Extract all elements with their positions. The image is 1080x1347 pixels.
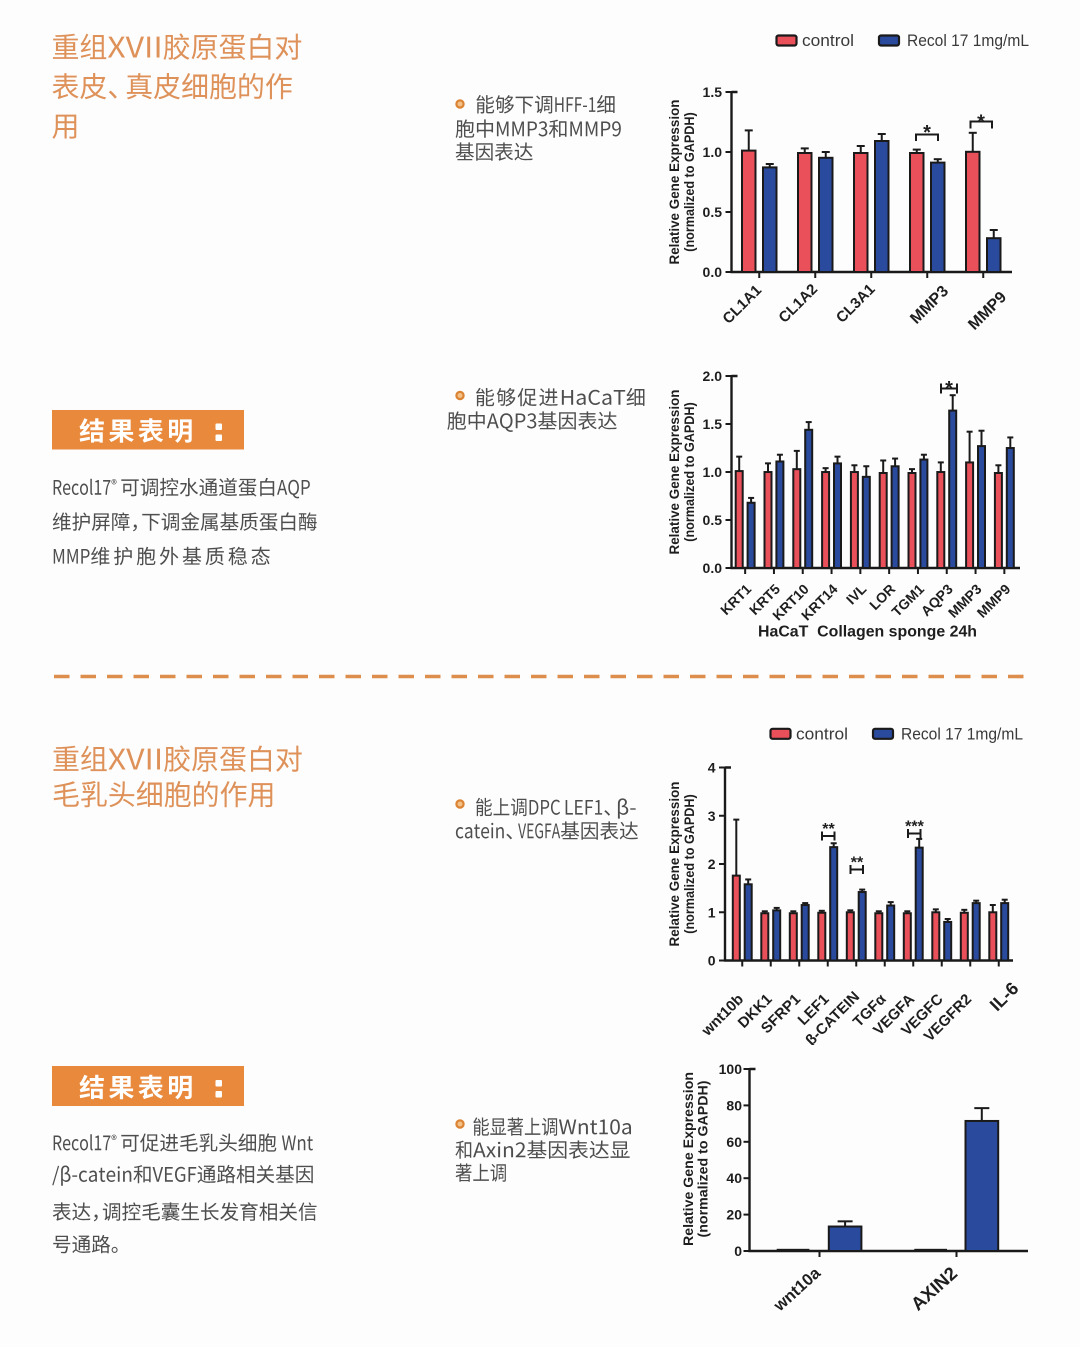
svg-text:*: * xyxy=(977,112,985,134)
svg-text:1.5: 1.5 xyxy=(703,416,723,432)
svg-text:(normalized to GAPDH): (normalized to GAPDH) xyxy=(682,112,697,252)
svg-text:IVL: IVL xyxy=(843,580,870,607)
svg-text:HaCaT Collagen sponge 24h: HaCaT Collagen sponge 24h xyxy=(758,624,977,641)
svg-text:60: 60 xyxy=(726,1134,742,1150)
svg-text:1.5: 1.5 xyxy=(703,84,723,100)
svg-text:*: * xyxy=(945,378,953,400)
svg-text:(normalized to GAPDH): (normalized to GAPDH) xyxy=(682,402,697,542)
svg-text:CL1A2: CL1A2 xyxy=(775,281,821,327)
svg-text:AXIN2: AXIN2 xyxy=(907,1262,962,1314)
svg-text:MMP9: MMP9 xyxy=(965,289,1010,334)
svg-text:IL-6: IL-6 xyxy=(986,978,1023,1015)
svg-text:4: 4 xyxy=(708,760,716,776)
svg-text:20: 20 xyxy=(726,1207,742,1223)
svg-text:100: 100 xyxy=(719,1061,743,1077)
svg-text:*: * xyxy=(923,122,931,144)
svg-text:Relative Gene Expression: Relative Gene Expression xyxy=(667,390,682,555)
svg-text:control: control xyxy=(796,724,848,743)
svg-text:0: 0 xyxy=(734,1243,742,1259)
svg-text:0.5: 0.5 xyxy=(703,204,723,220)
svg-text:control: control xyxy=(802,31,854,50)
svg-text:Relative Gene Expression: Relative Gene Expression xyxy=(681,1072,696,1246)
svg-text:wnt10a: wnt10a xyxy=(770,1264,825,1316)
svg-text:0: 0 xyxy=(708,953,716,969)
svg-text:2.0: 2.0 xyxy=(703,368,723,384)
svg-text:80: 80 xyxy=(726,1097,742,1113)
svg-text:2: 2 xyxy=(708,856,716,872)
svg-text:40: 40 xyxy=(726,1170,742,1186)
svg-text:0.5: 0.5 xyxy=(703,512,723,528)
svg-text:1: 1 xyxy=(708,904,716,920)
svg-text:Relative Gene Expression: Relative Gene Expression xyxy=(667,100,682,265)
svg-text:Recol 17 1mg/mL: Recol 17 1mg/mL xyxy=(907,31,1029,50)
svg-text:TGM1: TGM1 xyxy=(888,581,927,620)
svg-text:MMP9: MMP9 xyxy=(974,581,1014,621)
svg-text:1.0: 1.0 xyxy=(703,144,723,160)
svg-text:CL1A1: CL1A1 xyxy=(719,282,765,328)
svg-text:(normalized to GAPDH): (normalized to GAPDH) xyxy=(696,1081,711,1238)
svg-text:Relative Gene Expression: Relative Gene Expression xyxy=(667,782,682,947)
svg-text:0.0: 0.0 xyxy=(703,560,723,576)
svg-text:***: *** xyxy=(905,819,924,836)
svg-text:**: ** xyxy=(822,821,835,838)
svg-text:3: 3 xyxy=(708,808,716,824)
svg-text:1.0: 1.0 xyxy=(703,464,723,480)
svg-text:KRT1: KRT1 xyxy=(717,581,754,618)
svg-text:MMP3: MMP3 xyxy=(907,283,952,328)
svg-text:0.0: 0.0 xyxy=(703,264,723,280)
svg-text:CL3A1: CL3A1 xyxy=(833,281,879,327)
svg-text:**: ** xyxy=(851,855,864,872)
svg-text:(normalized to GAPDH): (normalized to GAPDH) xyxy=(682,794,697,934)
svg-text:Recol 17 1mg/mL: Recol 17 1mg/mL xyxy=(901,724,1023,743)
